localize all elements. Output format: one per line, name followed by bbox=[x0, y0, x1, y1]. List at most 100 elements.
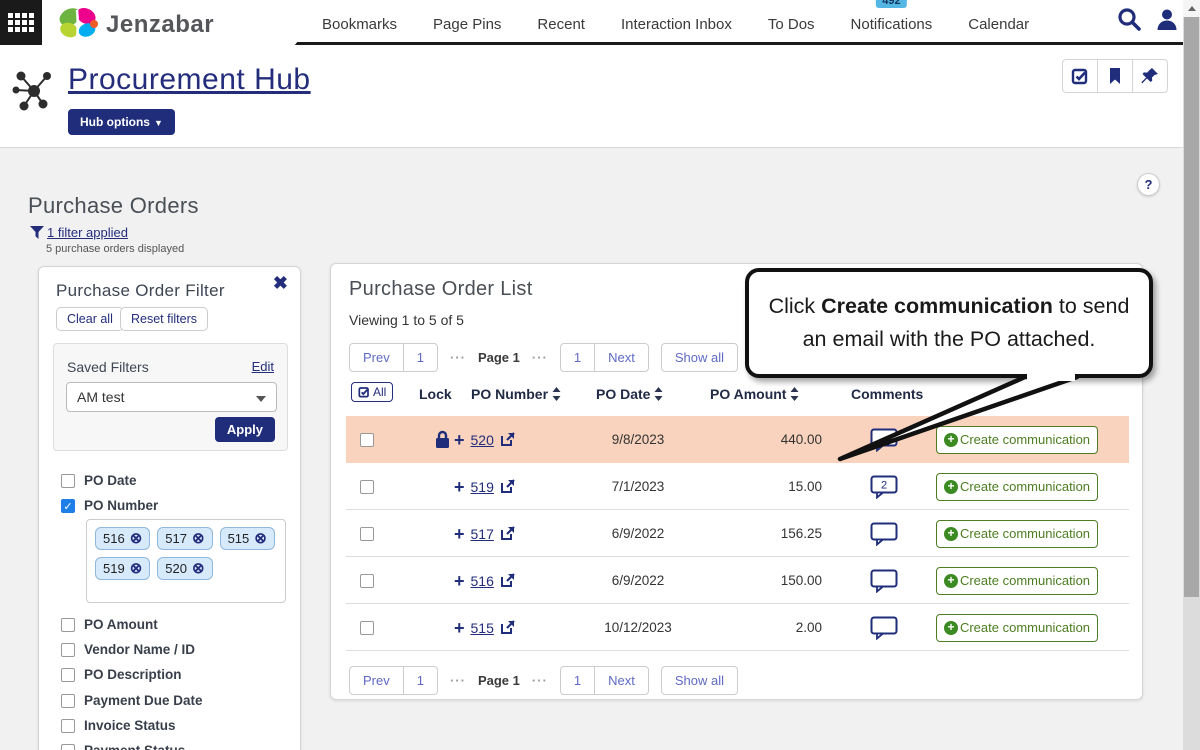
plus-circle-icon: + bbox=[943, 432, 958, 447]
nav-page-pins[interactable]: Page Pins bbox=[433, 15, 502, 33]
create-communication-button[interactable]: + Create communication bbox=[936, 425, 1098, 454]
external-link-icon[interactable] bbox=[500, 526, 515, 541]
nav-to-dos[interactable]: To Dos bbox=[767, 15, 815, 33]
close-icon[interactable]: ✖ bbox=[272, 273, 288, 293]
search-icon[interactable] bbox=[1116, 6, 1142, 32]
scrollbar-thumb[interactable] bbox=[1184, 17, 1199, 597]
filter-applied-link[interactable]: 1 filter applied bbox=[47, 225, 128, 240]
jenzabar-logo[interactable]: Jenzabar bbox=[42, 0, 300, 49]
column-header-po-date[interactable]: PO Date bbox=[596, 386, 663, 402]
filter-option-po-date[interactable]: PO Date bbox=[61, 473, 137, 488]
nav-recent[interactable]: Recent bbox=[537, 15, 585, 33]
row-checkbox[interactable] bbox=[360, 432, 374, 447]
remove-chip-icon[interactable]: ⊗ bbox=[191, 560, 205, 577]
expand-row-icon[interactable]: + bbox=[454, 617, 465, 638]
user-icon[interactable] bbox=[1154, 6, 1180, 32]
nav-bookmarks[interactable]: Bookmarks bbox=[322, 15, 398, 33]
po-chip: 520 ⊗ bbox=[157, 557, 213, 580]
create-communication-button[interactable]: + Create communication bbox=[936, 472, 1098, 501]
page-title-procurement-hub[interactable]: Procurement Hub bbox=[68, 63, 311, 96]
page-1-button[interactable]: 1 bbox=[402, 344, 437, 371]
prev-button[interactable]: Prev bbox=[363, 673, 390, 688]
po-number-link[interactable]: 515 bbox=[470, 619, 494, 636]
apply-filter-button[interactable]: Apply bbox=[214, 417, 275, 442]
row-checkbox[interactable] bbox=[360, 526, 374, 541]
remove-chip-icon[interactable]: ⊗ bbox=[191, 530, 205, 547]
next-button[interactable]: Next bbox=[594, 667, 648, 694]
app-launcher-button[interactable] bbox=[0, 0, 42, 45]
po-chip: 519 ⊗ bbox=[95, 557, 151, 580]
prev-button[interactable]: Prev bbox=[363, 350, 390, 365]
saved-filters-select[interactable]: AM test bbox=[66, 382, 277, 412]
external-link-icon[interactable] bbox=[500, 620, 515, 635]
hub-options-button[interactable]: Hub options ▼ bbox=[68, 109, 175, 135]
check-square-icon bbox=[1071, 68, 1088, 85]
create-communication-button[interactable]: + Create communication bbox=[936, 613, 1098, 642]
create-communication-button[interactable]: + Create communication bbox=[936, 566, 1098, 595]
remove-chip-icon[interactable]: ⊗ bbox=[129, 530, 143, 547]
expand-row-icon[interactable]: + bbox=[454, 429, 465, 450]
filter-option-po-amount[interactable]: PO Amount bbox=[61, 617, 158, 632]
comments-button[interactable] bbox=[866, 557, 902, 604]
filter-option-po-number[interactable]: ✓ PO Number bbox=[61, 498, 158, 513]
nav-interaction-inbox[interactable]: Interaction Inbox bbox=[620, 15, 732, 33]
po-number-link[interactable]: 516 bbox=[470, 572, 494, 589]
show-all-button[interactable]: Show all bbox=[660, 343, 738, 372]
orders-displayed-text: 5 purchase orders displayed bbox=[46, 243, 185, 255]
scroll-up-arrow[interactable] bbox=[1183, 0, 1200, 17]
comments-button[interactable] bbox=[866, 510, 902, 557]
vendor-checkbox[interactable] bbox=[61, 642, 75, 657]
comments-button[interactable]: 2 bbox=[866, 463, 902, 510]
filter-option-po-description[interactable]: PO Description bbox=[61, 667, 182, 682]
invoice-status-checkbox[interactable] bbox=[61, 718, 75, 733]
page-1-button[interactable]: 1 bbox=[573, 673, 582, 688]
clear-all-button[interactable]: Clear all bbox=[56, 307, 124, 331]
hub-molecule-icon bbox=[12, 71, 51, 111]
external-link-icon[interactable] bbox=[500, 432, 515, 447]
expand-row-icon[interactable]: + bbox=[454, 523, 465, 544]
nav-notifications[interactable]: 492 Notifications bbox=[851, 0, 932, 33]
po-date-checkbox[interactable] bbox=[61, 473, 75, 488]
next-button[interactable]: Next bbox=[594, 344, 648, 371]
bookmark-button[interactable] bbox=[1097, 59, 1133, 93]
remove-chip-icon[interactable]: ⊗ bbox=[254, 530, 267, 547]
po-number-link[interactable]: 519 bbox=[470, 478, 494, 495]
po-number-checkbox[interactable]: ✓ bbox=[61, 498, 75, 513]
filter-option-invoice-status[interactable]: Invoice Status bbox=[61, 718, 176, 733]
remove-chip-icon[interactable]: ⊗ bbox=[129, 560, 143, 577]
row-checkbox[interactable] bbox=[360, 573, 374, 588]
po-number-link[interactable]: 520 bbox=[470, 431, 494, 448]
filter-option-vendor[interactable]: Vendor Name / ID bbox=[61, 642, 195, 657]
current-page-label: Page 1 bbox=[477, 673, 520, 688]
select-all-button[interactable]: All bbox=[351, 382, 394, 402]
show-all-button[interactable]: Show all bbox=[660, 666, 738, 695]
page-1-button[interactable]: 1 bbox=[573, 350, 582, 365]
comments-button[interactable] bbox=[866, 604, 902, 651]
create-communication-button[interactable]: + Create communication bbox=[936, 519, 1098, 548]
edit-saved-filters-link[interactable]: Edit bbox=[251, 359, 274, 374]
pin-button[interactable] bbox=[1132, 59, 1168, 93]
table-row-po-516: + 516 6/9/2022 150.00 + Create communicat… bbox=[346, 557, 1129, 604]
filter-option-payment-status[interactable]: Payment Status bbox=[61, 743, 185, 750]
column-header-po-number[interactable]: PO Number bbox=[471, 386, 561, 402]
nav-calendar[interactable]: Calendar bbox=[968, 15, 1030, 33]
external-link-icon[interactable] bbox=[500, 573, 515, 588]
reset-filters-button[interactable]: Reset filters bbox=[120, 307, 208, 331]
page-1-button[interactable]: 1 bbox=[402, 667, 437, 694]
payment-status-checkbox[interactable] bbox=[61, 743, 75, 750]
po-amount-checkbox[interactable] bbox=[61, 617, 75, 632]
column-header-po-amount[interactable]: PO Amount bbox=[710, 386, 799, 402]
filter-option-payment-due-date[interactable]: Payment Due Date bbox=[61, 693, 203, 708]
help-button[interactable]: ? bbox=[1137, 173, 1160, 196]
external-link-icon[interactable] bbox=[500, 479, 515, 494]
expand-row-icon[interactable]: + bbox=[454, 476, 465, 497]
payment-due-date-checkbox[interactable] bbox=[61, 693, 75, 708]
expand-row-icon[interactable]: + bbox=[454, 570, 465, 591]
purchase-order-filter-panel: Purchase Order Filter ✖ Clear all Reset … bbox=[38, 266, 301, 750]
po-chip: 517 ⊗ bbox=[157, 527, 213, 550]
po-description-checkbox[interactable] bbox=[61, 667, 75, 682]
row-checkbox[interactable] bbox=[360, 620, 374, 635]
po-number-link[interactable]: 517 bbox=[470, 525, 494, 542]
row-checkbox[interactable] bbox=[360, 479, 374, 494]
tasks-button[interactable] bbox=[1062, 59, 1098, 93]
